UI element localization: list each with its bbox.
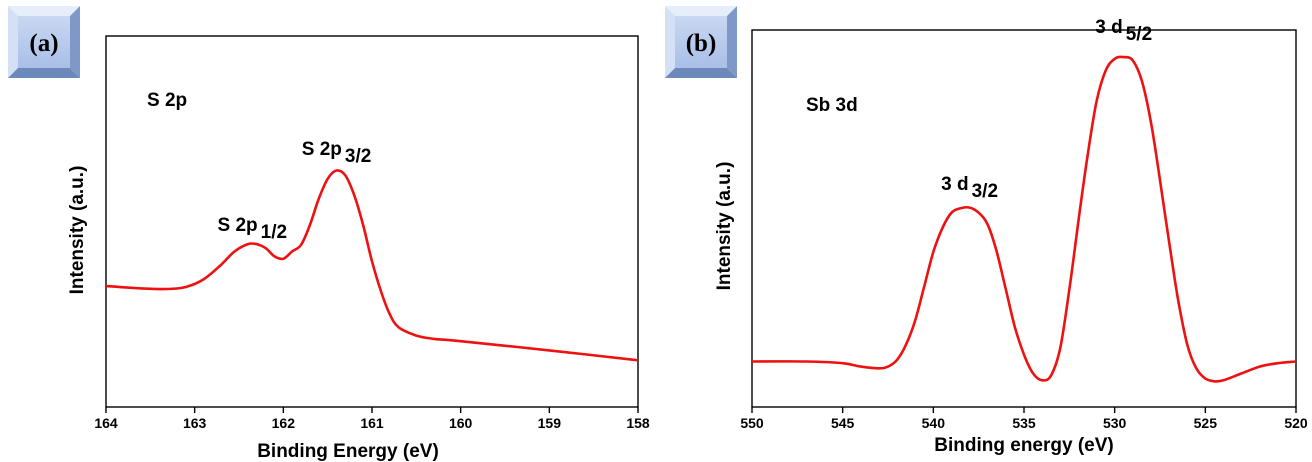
- annotation-a: S 2p: [147, 90, 187, 111]
- x-axis-ticks-b: 550 545 540 535 530 525 520: [740, 407, 1308, 431]
- x-tick-label-a-164: 164: [94, 415, 118, 431]
- x-tick-label-a-158: 158: [626, 415, 650, 431]
- peak-label-a-1: S 2p 3/2: [302, 139, 372, 167]
- s2p-curve: [105, 169, 639, 362]
- panel-a: (a) 164 163 162 161 160 159 158 S 2p S 2p 1/2S …: [8, 6, 650, 462]
- panel-b: (b) 550 545 540 535 530 525 520 Sb 3d 3 d 3/23 …: [665, 6, 1308, 456]
- peak-label-a-0: S 2p 1/2: [218, 215, 288, 243]
- peak-labels-a: S 2p 1/2 S 2p 3/2: [218, 139, 372, 243]
- x-axis-title-a: Binding Energy (eV): [257, 441, 439, 462]
- y-axis-title-b: Intensity (a.u.): [714, 162, 735, 291]
- peak-label-b-1: 3 d 5/2: [1095, 17, 1152, 45]
- panel-b-badge: (b): [665, 6, 737, 78]
- x-tick-label-a-163: 163: [183, 415, 207, 431]
- x-tick-label-b-550: 550: [740, 415, 764, 431]
- x-tick-label-b-540: 540: [922, 415, 946, 431]
- plot-frame-b: [751, 29, 1297, 408]
- x-tick-label-a-162: 162: [272, 415, 296, 431]
- x-axis-title-b: Binding energy (eV): [934, 435, 1113, 456]
- x-tick-label-a-159: 159: [538, 415, 562, 431]
- y-axis-title-a: Intensity (a.u.): [67, 166, 88, 295]
- panel-a-badge: (a): [8, 6, 80, 78]
- x-tick-label-a-160: 160: [449, 415, 473, 431]
- annotation-b: Sb 3d: [806, 95, 858, 116]
- panel-b-label: (b): [686, 30, 717, 57]
- x-tick-label-b-535: 535: [1012, 415, 1036, 431]
- peak-labels-b: 3 d 3/2 3 d 5/2: [941, 17, 1152, 202]
- sb3d-curve: [751, 55, 1297, 383]
- x-axis-ticks-a: 164 163 162 161 160 159 158: [94, 407, 650, 431]
- x-tick-label-b-530: 530: [1103, 415, 1127, 431]
- peak-label-b-0: 3 d 3/2: [941, 174, 998, 202]
- panel-a-label: (a): [29, 30, 58, 57]
- x-tick-label-a-161: 161: [360, 415, 384, 431]
- x-tick-label-b-545: 545: [831, 415, 855, 431]
- x-tick-label-b-520: 520: [1284, 415, 1308, 431]
- x-tick-label-b-525: 525: [1194, 415, 1218, 431]
